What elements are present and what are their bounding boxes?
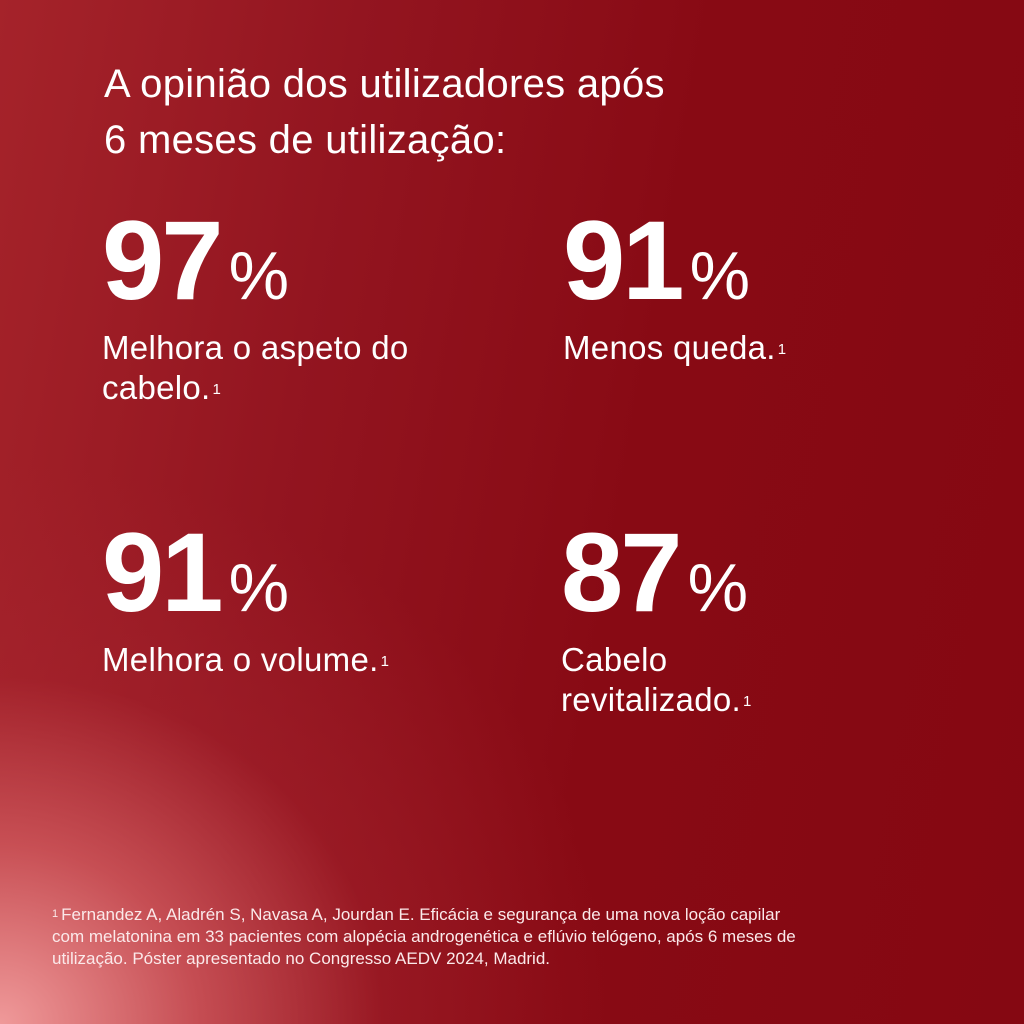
percent-sign: % xyxy=(687,550,749,626)
footnote-ref: 1 xyxy=(380,653,390,670)
stat-label-line-2: cabelo. xyxy=(102,369,211,406)
footnote-line-3: utilização. Póster apresentado no Congre… xyxy=(52,949,551,968)
stat-label: Cabelo revitalizado. 1 xyxy=(561,640,981,720)
stat-label-line-2: revitalizado. xyxy=(561,681,741,718)
stat-label: Melhora o volume. 1 xyxy=(102,640,522,680)
stat-label: Menos queda. 1 xyxy=(563,328,983,368)
footnote-marker: 1 xyxy=(52,908,59,920)
percent-sign: % xyxy=(228,550,290,626)
headline-line-1: A opinião dos utilizadores após xyxy=(104,62,665,106)
stat-number: 87 xyxy=(561,510,683,635)
stat-volume: 91 % Melhora o volume. 1 xyxy=(102,510,522,680)
stat-value: 91 % xyxy=(563,198,983,323)
footnote-ref: 1 xyxy=(212,381,222,398)
stat-value: 87 % xyxy=(561,510,981,635)
stat-number: 91 xyxy=(102,510,224,635)
footnote: 1 Fernandez A, Aladrén S, Navasa A, Jourd… xyxy=(52,904,992,970)
stat-number: 91 xyxy=(563,198,685,323)
stat-label-line-1: Cabelo xyxy=(561,641,668,678)
stat-value: 91 % xyxy=(102,510,522,635)
headline: A opinião dos utilizadores após 6 meses … xyxy=(104,56,924,168)
percent-sign: % xyxy=(228,238,290,314)
footnote-line-2: com melatonina em 33 pacientes com alopé… xyxy=(52,927,796,946)
stat-label-line-1: Menos queda. xyxy=(563,329,776,366)
stat-label: Melhora o aspeto do cabelo. 1 xyxy=(102,328,522,408)
headline-line-2: 6 meses de utilização: xyxy=(104,118,507,162)
footnote-line-1: Fernandez A, Aladrén S, Navasa A, Jourda… xyxy=(61,905,781,924)
stat-number: 97 xyxy=(102,198,224,323)
stat-value: 97 % xyxy=(102,198,522,323)
footnote-ref: 1 xyxy=(777,341,787,358)
stat-less-hair-loss: 91 % Menos queda. 1 xyxy=(563,198,983,368)
stat-appearance: 97 % Melhora o aspeto do cabelo. 1 xyxy=(102,198,522,408)
stat-label-line-1: Melhora o volume. xyxy=(102,641,379,678)
stat-label-line-1: Melhora o aspeto do xyxy=(102,329,409,366)
percent-sign: % xyxy=(689,238,751,314)
stat-revitalized: 87 % Cabelo revitalizado. 1 xyxy=(561,510,981,720)
footnote-ref: 1 xyxy=(743,693,752,710)
